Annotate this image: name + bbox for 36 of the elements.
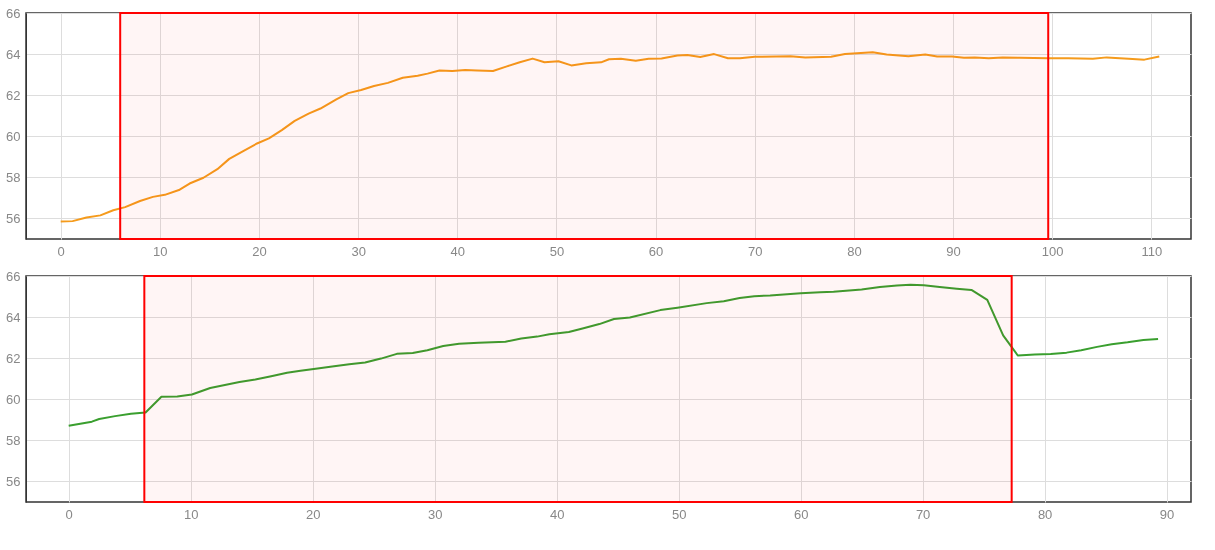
x-tick-label: 0: [65, 506, 73, 522]
y-tick-label: 56: [6, 473, 21, 489]
x-tick-label: 70: [748, 243, 763, 259]
y-tick-label: 66: [6, 268, 21, 284]
x-tick-label: 60: [648, 243, 664, 259]
x-tick-label: 10: [183, 506, 199, 522]
x-tick-label: 80: [847, 243, 862, 259]
y-tick-label: 58: [6, 169, 21, 185]
x-tick-label: 40: [450, 243, 466, 259]
y-tick-label: 62: [6, 87, 21, 103]
x-tick-label: 100: [1041, 243, 1064, 259]
x-tick-label: 10: [153, 243, 168, 259]
x-tick-label: 90: [946, 243, 961, 259]
y-tick-label: 58: [6, 432, 21, 448]
y-tick-label: 56: [6, 210, 21, 226]
y-tick-label: 60: [6, 128, 21, 144]
x-tick-label: 30: [427, 506, 443, 522]
x-tick-label: 40: [549, 506, 565, 522]
x-tick-label: 110: [1141, 243, 1163, 259]
line-series: [59, 51, 1161, 223]
x-tick-label: 50: [671, 506, 687, 522]
x-tick-label: 70: [915, 506, 931, 522]
x-tick-label: 90: [1159, 506, 1175, 522]
y-tick-label: 62: [6, 350, 21, 366]
y-tick-label: 60: [6, 391, 21, 407]
y-tick-label: 64: [6, 46, 21, 62]
x-tick-label: 0: [57, 243, 65, 259]
x-tick-label: 30: [351, 243, 366, 259]
y-tick-label: 64: [6, 309, 21, 325]
x-tick-label: 20: [252, 243, 267, 259]
x-tick-label: 20: [305, 506, 321, 522]
y-tick-label: 66: [6, 5, 21, 21]
x-tick-label: 60: [793, 506, 809, 522]
line-series: [67, 283, 1160, 427]
x-tick-label: 80: [1037, 506, 1053, 522]
x-tick-label: 50: [549, 243, 565, 259]
